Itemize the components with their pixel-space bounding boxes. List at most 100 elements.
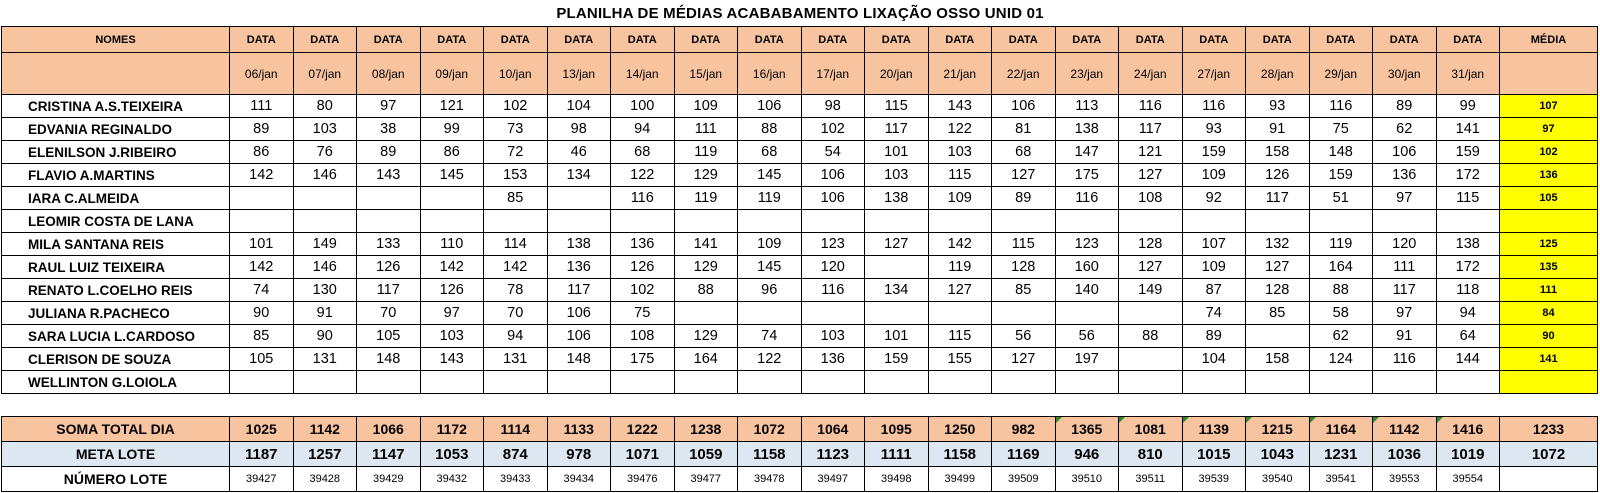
soma-value[interactable]: 1072 [737,416,802,442]
soma-value[interactable]: 1250 [927,416,992,442]
lote-value[interactable]: 39428 [292,466,357,492]
value-cell[interactable]: 119 [737,186,802,210]
spacer-cell[interactable] [1436,393,1500,417]
employee-name[interactable]: MILA SANTANA REIS [1,232,230,256]
value-cell[interactable]: 91 [1372,324,1437,348]
value-cell[interactable]: 122 [610,163,675,187]
spacer-cell[interactable] [864,393,928,417]
employee-name[interactable]: RENATO L.COELHO REIS [1,278,230,302]
spacer-cell[interactable] [1182,393,1246,417]
value-cell[interactable]: 120 [800,255,865,279]
value-cell[interactable]: 106 [991,94,1056,118]
value-cell[interactable]: 126 [610,255,675,279]
spacer-cell[interactable] [928,393,992,417]
value-cell[interactable]: 145 [737,163,802,187]
value-cell[interactable]: 116 [1054,186,1119,210]
value-cell[interactable]: 81 [991,117,1056,141]
value-cell[interactable] [1054,209,1119,233]
value-cell[interactable]: 122 [737,347,802,371]
value-cell[interactable]: 127 [991,163,1056,187]
value-cell[interactable]: 106 [800,163,865,187]
value-cell[interactable] [610,209,675,233]
employee-name[interactable]: RAUL LUIZ TEIXEIRA [1,255,230,279]
value-cell[interactable]: 164 [1308,255,1373,279]
value-cell[interactable]: 94 [483,324,548,348]
value-cell[interactable]: 89 [1181,324,1246,348]
date-header[interactable]: DATA [610,26,675,53]
value-cell[interactable]: 136 [1372,163,1437,187]
value-cell[interactable]: 143 [927,94,992,118]
value-cell[interactable]: 120 [1372,232,1437,256]
spacer-cell[interactable] [674,393,738,417]
value-cell[interactable] [292,186,357,210]
value-cell[interactable]: 148 [356,347,421,371]
value-cell[interactable]: 119 [1308,232,1373,256]
soma-value[interactable]: 1139 [1181,416,1246,442]
spacer-cell[interactable] [1055,393,1119,417]
meta-value[interactable]: 1147 [356,441,421,467]
value-cell[interactable]: 115 [864,94,929,118]
value-cell[interactable]: 73 [483,117,548,141]
date-header[interactable]: DATA [737,26,802,53]
meta-value[interactable]: 1111 [864,441,929,467]
value-cell[interactable]: 119 [927,255,992,279]
date-header[interactable]: DATA [1435,26,1500,53]
value-cell[interactable]: 105 [229,347,294,371]
soma-value[interactable]: 1142 [292,416,357,442]
value-cell[interactable]: 126 [419,278,484,302]
date-cell[interactable]: 27/jan [1181,52,1246,95]
value-cell[interactable] [1118,209,1183,233]
value-cell[interactable]: 160 [1054,255,1119,279]
value-cell[interactable]: 127 [927,278,992,302]
value-cell[interactable]: 127 [1118,163,1183,187]
date-header[interactable]: DATA [419,26,484,53]
meta-value[interactable]: 874 [483,441,548,467]
soma-value[interactable]: 1064 [800,416,865,442]
meta-value[interactable]: 978 [546,441,611,467]
meta-value[interactable]: 1158 [927,441,992,467]
soma-value[interactable]: 1133 [546,416,611,442]
value-cell[interactable]: 145 [419,163,484,187]
soma-value[interactable]: 1114 [483,416,548,442]
value-cell[interactable]: 128 [1118,232,1183,256]
lote-value[interactable]: 39540 [1245,466,1310,492]
lote-value[interactable]: 39499 [927,466,992,492]
value-cell[interactable]: 121 [419,94,484,118]
value-cell[interactable]: 94 [1435,301,1500,325]
value-cell[interactable]: 74 [737,324,802,348]
date-cell[interactable]: 29/jan [1308,52,1373,95]
date-header[interactable]: DATA [673,26,738,53]
value-cell[interactable]: 96 [737,278,802,302]
date-cell[interactable]: 22/jan [991,52,1056,95]
employee-name[interactable]: IARA C.ALMEIDA [1,186,230,210]
value-cell[interactable]: 115 [1435,186,1500,210]
value-cell[interactable]: 147 [1054,140,1119,164]
meta-value[interactable]: 1169 [991,441,1056,467]
media-cell[interactable]: 105 [1499,186,1598,210]
value-cell[interactable]: 118 [1435,278,1500,302]
value-cell[interactable]: 142 [927,232,992,256]
value-cell[interactable]: 115 [927,324,992,348]
value-cell[interactable]: 103 [419,324,484,348]
value-cell[interactable] [419,209,484,233]
lote-value[interactable]: 39553 [1372,466,1437,492]
meta-label[interactable]: META LOTE [1,441,230,467]
value-cell[interactable]: 131 [483,347,548,371]
value-cell[interactable]: 68 [737,140,802,164]
value-cell[interactable]: 38 [356,117,421,141]
value-cell[interactable]: 99 [1435,94,1500,118]
value-cell[interactable]: 158 [1245,140,1310,164]
value-cell[interactable]: 88 [673,278,738,302]
value-cell[interactable]: 143 [356,163,421,187]
value-cell[interactable]: 100 [610,94,675,118]
lote-value[interactable]: 39510 [1054,466,1119,492]
value-cell[interactable]: 74 [229,278,294,302]
spacer-cell[interactable] [356,393,420,417]
value-cell[interactable]: 103 [927,140,992,164]
date-cell[interactable]: 24/jan [1118,52,1183,95]
value-cell[interactable]: 132 [1245,232,1310,256]
meta-value[interactable]: 946 [1054,441,1119,467]
value-cell[interactable] [991,209,1056,233]
lote-value[interactable]: 39429 [356,466,421,492]
meta-value[interactable]: 1043 [1245,441,1310,467]
